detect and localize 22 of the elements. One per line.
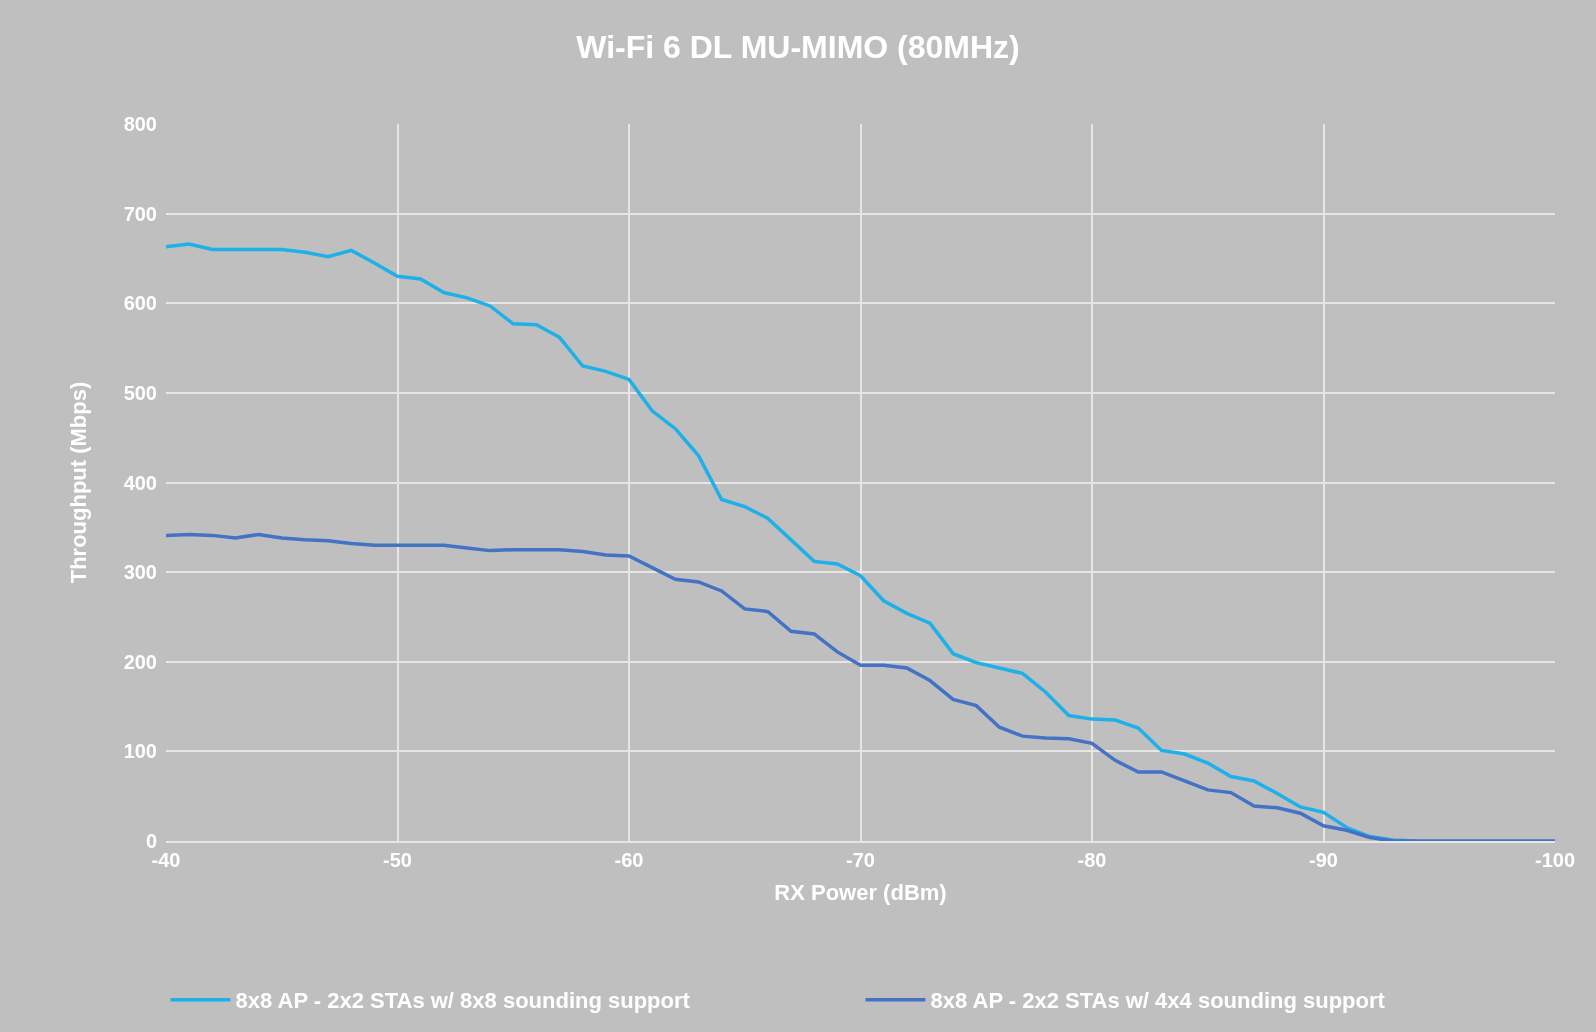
legend-label: 8x8 AP - 2x2 STAs w/ 4x4 sounding support [930, 988, 1386, 1014]
x-axis-title: RX Power (dBm) [774, 880, 947, 906]
y-tick-label: 200 [123, 650, 157, 673]
line-series [166, 532, 1555, 841]
y-axis-title: Throughput (Mbps) [66, 381, 92, 584]
y-tick-label: 600 [123, 292, 157, 315]
x-tick-label: -90 [1309, 849, 1338, 871]
x-tick-label: -80 [1077, 849, 1107, 871]
y-tick-label: 800 [123, 113, 157, 135]
y-tick-label: 400 [123, 471, 157, 494]
y-tick-label: 700 [123, 202, 157, 225]
chart-title: Wi-Fi 6 DL MU-MIMO (80MHz) [576, 28, 1020, 65]
x-tick-label: -70 [846, 849, 875, 871]
x-tick-label: -50 [383, 849, 412, 871]
y-tick-label: 300 [123, 561, 157, 584]
y-tick-label: 500 [123, 381, 157, 404]
x-tick-label: -100 [1534, 849, 1576, 871]
legend-label: 8x8 AP - 2x2 STAs w/ 8x8 sounding support [235, 988, 691, 1014]
y-tick-label: 100 [123, 740, 157, 763]
y-tick-label: 0 [145, 830, 157, 852]
x-tick-label: -60 [614, 849, 644, 871]
x-tick-label: -40 [151, 849, 181, 871]
